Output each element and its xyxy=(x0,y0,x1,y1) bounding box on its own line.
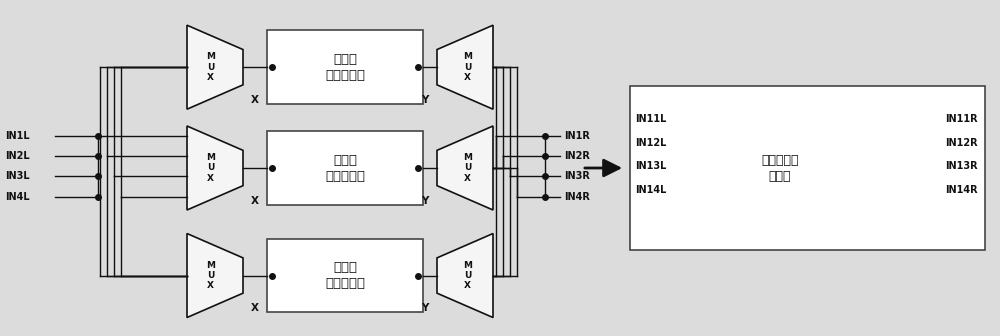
Polygon shape xyxy=(437,25,493,109)
Polygon shape xyxy=(187,126,243,210)
Text: IN4L: IN4L xyxy=(5,192,30,202)
Text: IN4R: IN4R xyxy=(564,192,590,202)
Text: IN11R: IN11R xyxy=(945,114,978,124)
Text: IN1L: IN1L xyxy=(5,131,30,141)
Polygon shape xyxy=(437,234,493,318)
Text: IN12R: IN12R xyxy=(945,138,978,148)
Polygon shape xyxy=(187,25,243,109)
Text: X: X xyxy=(251,303,259,313)
Text: 可编程开关
电容组: 可编程开关 电容组 xyxy=(761,154,799,182)
Text: IN3L: IN3L xyxy=(5,171,30,181)
Polygon shape xyxy=(187,234,243,318)
Text: 可编程
开关电容块: 可编程 开关电容块 xyxy=(325,261,365,290)
Bar xyxy=(267,131,422,205)
Text: Y: Y xyxy=(422,196,429,206)
Text: Y: Y xyxy=(422,95,429,105)
Text: IN2L: IN2L xyxy=(5,151,30,161)
Bar xyxy=(630,86,985,250)
Text: Y: Y xyxy=(422,303,429,313)
Bar xyxy=(267,30,422,104)
Bar xyxy=(267,239,422,312)
Text: M
U
X: M U X xyxy=(463,261,472,290)
Text: X: X xyxy=(251,95,259,105)
Text: M
U
X: M U X xyxy=(206,261,215,290)
Text: IN14L: IN14L xyxy=(635,185,666,195)
Text: M
U
X: M U X xyxy=(206,52,215,82)
Text: 可编程
开关电容块: 可编程 开关电容块 xyxy=(325,154,365,182)
Text: M
U
X: M U X xyxy=(463,153,472,183)
Text: IN14R: IN14R xyxy=(945,185,978,195)
Text: IN13R: IN13R xyxy=(945,161,978,171)
Polygon shape xyxy=(437,126,493,210)
Text: X: X xyxy=(251,196,259,206)
Text: IN11L: IN11L xyxy=(635,114,666,124)
Text: IN2R: IN2R xyxy=(564,151,590,161)
Text: IN1R: IN1R xyxy=(564,131,590,141)
Text: M
U
X: M U X xyxy=(463,52,472,82)
Text: IN3R: IN3R xyxy=(564,171,590,181)
Text: IN12L: IN12L xyxy=(635,138,666,148)
Text: 可编程
开关电容块: 可编程 开关电容块 xyxy=(325,53,365,82)
Text: M
U
X: M U X xyxy=(206,153,215,183)
Text: IN13L: IN13L xyxy=(635,161,666,171)
